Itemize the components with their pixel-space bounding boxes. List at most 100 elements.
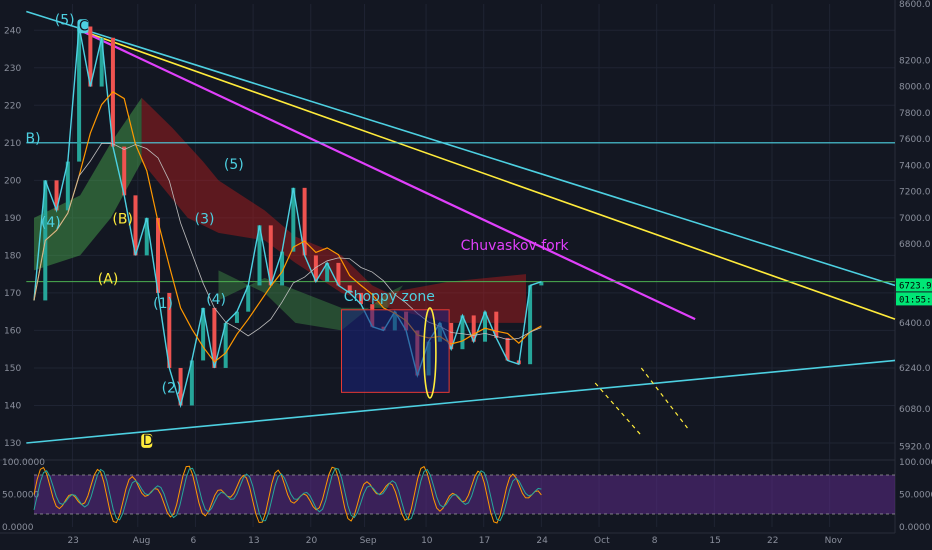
annotation-text: Chuvaskov fork [461,238,570,254]
oscillator-line-d [33,467,542,522]
candle[interactable] [77,26,82,162]
candle[interactable] [347,285,352,293]
candle[interactable] [291,187,296,252]
candle[interactable] [302,187,307,256]
candle[interactable] [122,146,127,196]
candle[interactable] [505,337,510,361]
wave-label: (1) [153,296,173,312]
x-axis-tick: 8 [652,536,658,546]
x-axis-tick: 23 [67,536,78,546]
wave-label: (3) [195,211,215,227]
candle[interactable] [246,285,251,312]
candle[interactable] [449,322,454,350]
candle[interactable] [257,225,262,286]
moving-average-grey [33,142,542,341]
candle[interactable] [189,360,194,406]
candle[interactable] [234,311,239,323]
candle[interactable] [144,217,149,256]
candle[interactable] [313,255,318,282]
osc-left-tick: 0.0000 [2,523,34,533]
left-axis-tick: 230 [4,64,21,74]
wave-label: (2) [162,380,182,396]
left-axis-tick: 150 [4,364,21,374]
right-axis-tick: 8000.0 [899,83,931,93]
left-axis-tick: 240 [4,26,21,36]
wave-label-box [77,19,89,34]
oscillator-band-fill [34,475,895,514]
candle[interactable] [528,285,533,365]
wave-label: (A) [98,272,119,288]
trendline-cyan-upper [26,10,896,287]
right-axis-tick: 5920.0 [899,443,931,453]
left-axis-tick: 130 [4,439,21,449]
candle[interactable] [268,225,273,286]
right-axis-tick: 7800.0 [899,109,931,119]
trendlines [26,10,896,444]
price-tag: 6723.9 [899,281,932,291]
candle[interactable] [471,315,476,342]
wave-label: (5) [224,157,244,173]
candle[interactable] [223,322,228,368]
projection-arrow-1 [594,382,642,436]
osc-right-tick: 100.0000 [899,458,932,468]
candle[interactable] [178,367,183,406]
osc-left-tick: 100.0000 [2,458,45,468]
x-axis-tick: Oct [594,536,610,546]
candle[interactable] [358,292,363,305]
choppy-zone-box [341,307,450,399]
cloud-red [141,97,388,308]
wave-labels: (5) C(B)(4)B)(A)(1)(3)(4)(5)(2)D [26,13,244,449]
right-axis-tick: 7400.0 [899,161,931,171]
candle[interactable] [54,180,59,211]
wave-label: C [79,18,89,34]
trendline-cyan-lower [26,359,896,444]
candle[interactable] [483,311,487,342]
candle[interactable] [156,217,161,293]
oscillator-series [33,465,542,524]
price-tag-box [896,278,932,292]
x-axis-tick: 10 [421,536,433,546]
right-axis-tick: 6800.0 [899,240,931,250]
left-axis-tick: 160 [4,326,21,336]
candle[interactable] [280,251,285,286]
x-axis-tick: Sep [360,536,377,546]
candle[interactable] [539,281,544,286]
left-axis-tick: 140 [4,401,21,411]
right-axis-tick: 6400.0 [899,319,931,329]
choppy-zone-ellipse [423,307,437,399]
osc-right-tick: 0.0000 [899,523,931,533]
oscillator-band [34,474,895,515]
x-axis-tick: Nov [825,536,843,546]
left-axis-tick: 220 [4,101,21,111]
left-axis-tick: 190 [4,214,21,224]
candle[interactable] [460,315,465,350]
x-axis-tick: 13 [248,536,259,546]
candle[interactable] [99,37,104,87]
choppy-zone-rect [341,309,450,393]
wave-label: (5) [55,13,75,29]
candle[interactable] [65,161,70,211]
time-tag: 01:55:55 [899,295,932,305]
right-axis-tick: 8600.0 [899,0,931,10]
left-axis-tick: 180 [4,251,21,261]
candle[interactable] [494,311,499,338]
candle[interactable] [133,195,138,256]
x-axis-tick: 6 [190,536,196,546]
candle[interactable] [325,262,330,282]
trendline-yellow [79,29,896,320]
wave-label: (4) [41,215,61,231]
candle[interactable] [88,26,93,87]
candle[interactable] [167,292,172,368]
x-axis-tick: 15 [709,536,720,546]
candle[interactable] [212,307,217,368]
gridlines [0,0,896,534]
right-axis-tick: 6080.0 [899,405,931,415]
x-axis-tick: 20 [306,536,318,546]
osc-left-tick: 50.0000 [2,491,39,501]
candle[interactable] [336,262,341,286]
left-axis-tick: 170 [4,289,21,299]
candle[interactable] [201,307,206,361]
